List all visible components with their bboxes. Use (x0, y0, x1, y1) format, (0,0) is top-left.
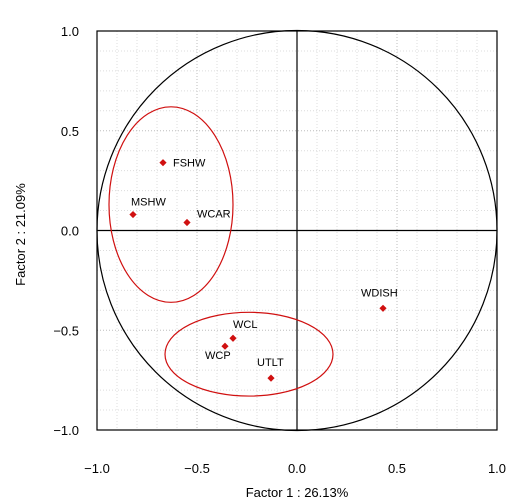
x-tick-label: 0.5 (388, 461, 406, 476)
data-point-wcl (229, 334, 237, 342)
y-tick-label: 0.5 (61, 124, 79, 139)
data-point-label: FSHW (173, 158, 206, 170)
y-tick-labels: 1.0 0.5 0.0 −0.5 −1.0 (53, 24, 79, 438)
x-tick-label: −0.5 (184, 461, 210, 476)
data-point-label: WCL (233, 319, 257, 331)
data-point-fshw (159, 159, 167, 167)
y-tick-label: −1.0 (53, 423, 79, 438)
data-point-label: WCAR (197, 209, 231, 221)
x-tick-labels: −1.0 −0.5 0.0 0.5 1.0 (84, 461, 506, 476)
data-point-label: WCP (205, 350, 231, 362)
cluster-ellipse-2 (164, 311, 334, 397)
x-axis-title: Factor 1 : 26.13% (246, 485, 349, 500)
cluster-ellipse-1 (108, 106, 234, 303)
x-tick-label: 0.0 (288, 461, 306, 476)
data-points: FSHW MSHW WCAR WDISH WCL WCP UTLT (129, 158, 398, 382)
data-point-wcar (183, 218, 191, 227)
y-axis-title: Factor 2 : 21.09% (13, 183, 28, 286)
data-point-wdish (379, 304, 387, 312)
plot-frame (96, 30, 498, 431)
data-point-label: MSHW (131, 197, 166, 209)
x-tick-label: 1.0 (488, 461, 506, 476)
y-tick-label: −0.5 (53, 323, 79, 338)
zero-axes (97, 31, 497, 430)
cluster-ellipses (108, 106, 334, 397)
data-point-label: UTLT (257, 357, 284, 369)
y-tick-label: 0.0 (61, 224, 79, 239)
data-point-wcp (221, 342, 229, 350)
data-point-label: WDISH (361, 287, 398, 299)
x-tick-label: −1.0 (84, 461, 110, 476)
data-point-mshw (129, 210, 137, 219)
y-tick-label: 1.0 (61, 24, 79, 39)
data-point-utlt (267, 374, 275, 382)
